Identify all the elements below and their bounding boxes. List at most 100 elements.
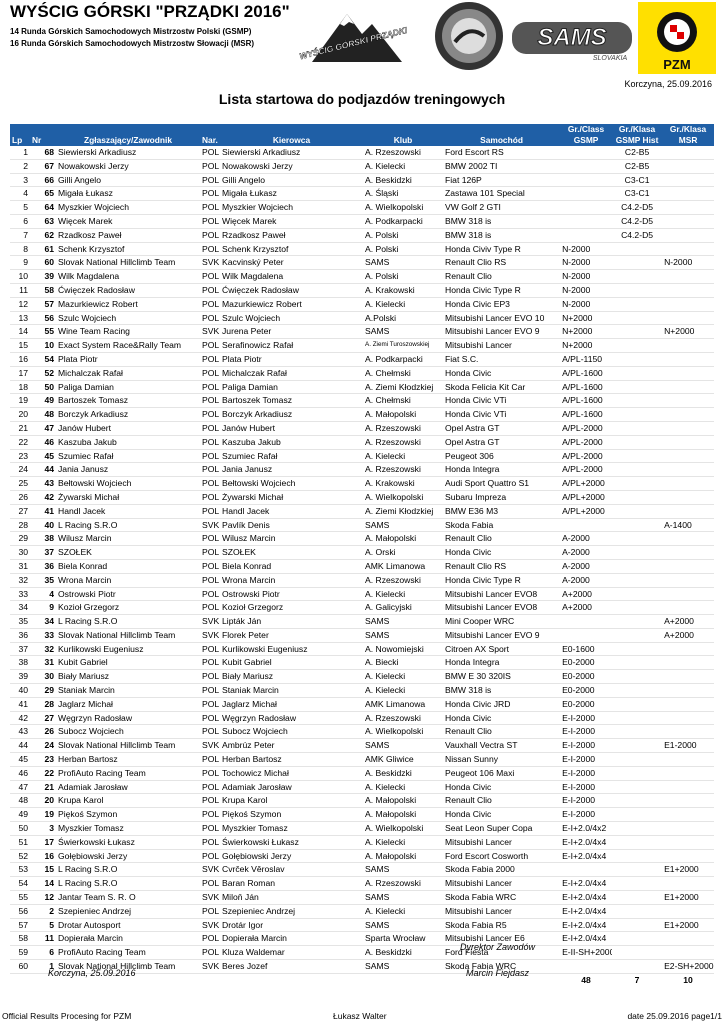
table-cell: Żywarski Michał (56, 490, 200, 505)
totals-row: 48 7 10 (10, 973, 714, 986)
column-header: GSMP (560, 135, 613, 146)
table-row: 19 49 Bartoszek Tomasz POL Bartoszek Tomasz A… (10, 393, 715, 409)
table-cell: A. Polski (363, 242, 443, 257)
table-cell: E-I-2000 (560, 752, 613, 767)
table-cell: 45 (30, 449, 56, 464)
table-row: 56 2 Szepieniec Andrzej POL Szepieniec Andrz… (10, 904, 715, 919)
table-cell (612, 669, 663, 685)
table-row: 32 35 Wrona Marcin POL Wrona Marcin A. Rzeszo… (10, 573, 715, 588)
table-cell: N-2000 (560, 283, 613, 298)
table-cell: Krupa Karol (220, 793, 363, 809)
table-cell: SAMS (363, 518, 443, 533)
table-cell: Honda Integra (443, 462, 561, 478)
table-cell: 27 (10, 504, 30, 519)
table-cell (612, 338, 663, 353)
table-cell (612, 531, 663, 547)
table-cell: 57 (10, 918, 30, 933)
table-cell (612, 945, 663, 961)
table-cell: Nissan Sunny (443, 752, 561, 767)
table-cell: E-I-2000 (560, 724, 613, 740)
table-cell (560, 614, 613, 629)
table-cell: A. Polski (363, 269, 443, 284)
table-cell (560, 959, 613, 974)
table-row: 23 45 Szumiec Rafał POL Szumiec Rafał A. Kiel… (10, 449, 715, 464)
table-cell: Ćwięczek Radosław (56, 283, 200, 298)
table-cell (612, 959, 663, 974)
table-cell: N-2000 (560, 269, 613, 284)
table-cell: 48 (30, 407, 56, 422)
table-cell (612, 435, 663, 450)
table-cell: 28 (10, 518, 30, 533)
table-cell: A. Beskidzki (363, 945, 443, 961)
pzm-logo: PZM (638, 2, 716, 74)
table-cell: 43 (10, 724, 30, 740)
table-cell: Skoda Fabia R5 (443, 918, 561, 933)
table-cell: E-I+2.0/4x4 (560, 835, 613, 850)
table-cell (662, 724, 715, 740)
table-cell (612, 807, 663, 823)
table-row: 43 26 Subocz Wojciech POL Subocz Wojciech A. … (10, 724, 715, 740)
table-row: 59 6 ProfiAuto Racing Team POL Kluza Waldema… (10, 945, 715, 961)
table-cell: POL (200, 849, 220, 864)
table-cell: E-I+2.0/4x4 (560, 890, 613, 905)
table-cell: Mitsubishi Lancer (443, 876, 561, 892)
table-cell (612, 242, 663, 257)
table-cell: Plata Piotr (220, 352, 363, 367)
table-cell: Paliga Damian (220, 380, 363, 395)
table-cell: Gołębiowski Jerzy (220, 849, 363, 864)
table-cell (612, 476, 663, 491)
director-name: Marcin Fiejdasz (466, 968, 530, 978)
table-cell: POL (200, 200, 220, 215)
table-cell: POL (200, 462, 220, 478)
table-cell: SVK (200, 324, 220, 340)
table-cell: Wrona Marcin (220, 573, 363, 588)
table-cell: E2-SH+2000 (662, 959, 715, 974)
table-row: 11 58 Ćwięczek Radosław POL Ćwięczek Radosła… (10, 283, 715, 298)
table-cell: 19 (10, 393, 30, 409)
table-cell (662, 269, 715, 284)
table-cell: N+2000 (560, 324, 613, 340)
table-cell: A/PL+2000 (560, 504, 613, 519)
table-row: 2 67 Nowakowski Jerzy POL Nowakowski Jerzy A.… (10, 159, 715, 174)
table-cell: 47 (10, 780, 30, 795)
table-cell: Jurena Peter (220, 324, 363, 340)
table-cell (662, 338, 715, 353)
table-cell: A+2000 (560, 600, 613, 616)
table-row: 10 39 Wilk Magdalena POL Wilk Magdalena A. Po… (10, 269, 715, 284)
table-cell: A. Ziemi Turoszowskiej (363, 338, 443, 353)
table-row: 58 11 Dopierała Marcin POL Dopierała Marcin S… (10, 931, 715, 947)
table-cell: 48 (10, 793, 30, 809)
table-cell: Gołębiowski Jerzy (56, 849, 200, 864)
table-cell: 15 (10, 338, 30, 353)
table-cell: L Racing S.R.O (56, 862, 200, 878)
table-cell: SAMS (363, 614, 443, 629)
table-cell: Migała Łukasz (56, 186, 200, 202)
table-cell (662, 642, 715, 657)
table-cell: 1 (30, 959, 56, 974)
table-cell: Świerkowski Łukasz (56, 835, 200, 850)
table-cell: Jania Janusz (56, 462, 200, 478)
table-cell (612, 890, 663, 905)
table-cell: A. Małopolski (363, 793, 443, 809)
table-cell: 67 (30, 159, 56, 174)
table-row: 27 41 Handl Jacek POL Handl Jacek A. Ziemi Kł… (10, 504, 715, 519)
table-cell (612, 711, 663, 726)
table-row: 49 19 Piękoś Szymon POL Piękoś Szymon A. Mało… (10, 807, 715, 823)
table-cell: POL (200, 945, 220, 961)
table-cell: AMK Limanowa (363, 697, 443, 712)
table-cell: POL (200, 904, 220, 919)
table-cell: 24 (30, 738, 56, 754)
table-cell: Opel Astra GT (443, 421, 561, 436)
column-header: Zgłaszający/Zawodnik (56, 135, 200, 146)
column-header-row: Lp Nr Zgłaszający/Zawodnik Nar. Kierowca Klub… (10, 135, 715, 146)
table-row: 5 64 Myszkier Wojciech POL Myszkier Wojciech… (10, 200, 715, 215)
table-cell (662, 380, 715, 395)
table-cell: N-2000 (662, 255, 715, 271)
table-cell: POL (200, 186, 220, 202)
table-cell: 34 (10, 600, 30, 616)
table-cell: Bełtowski Wojciech (56, 476, 200, 491)
table-cell: Kurlikowski Eugeniusz (56, 642, 200, 657)
table-cell (612, 297, 663, 312)
table-cell (662, 559, 715, 574)
table-cell: 5 (30, 918, 56, 933)
